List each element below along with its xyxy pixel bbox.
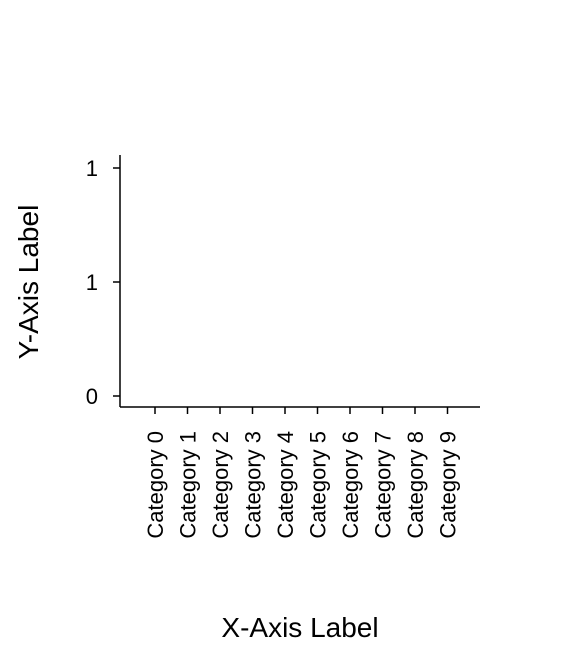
x-tick-label: Category 2 <box>208 431 233 539</box>
y-axis-title: Y-Axis Label <box>13 205 44 360</box>
y-tick-label: 1 <box>86 156 98 181</box>
x-tick-label: Category 4 <box>273 431 298 539</box>
x-tick-label: Category 3 <box>241 431 266 539</box>
x-tick-label: Category 8 <box>403 431 428 539</box>
x-tick-label: Category 6 <box>338 431 363 539</box>
x-tick-label: Category 9 <box>436 431 461 539</box>
x-axis: Category 0 Category 1 Category 2 Category 3… <box>120 406 480 539</box>
x-axis-title: X-Axis Label <box>221 612 378 643</box>
y-tick-label: 0 <box>86 384 98 409</box>
x-tick-label: Category 0 <box>143 431 168 539</box>
x-tick-label: Category 1 <box>176 431 201 539</box>
x-tick-label: Category 5 <box>306 431 331 539</box>
y-axis: 0 1 1 <box>86 155 121 409</box>
y-tick-label: 1 <box>86 270 98 295</box>
x-tick-label: Category 7 <box>371 431 396 539</box>
